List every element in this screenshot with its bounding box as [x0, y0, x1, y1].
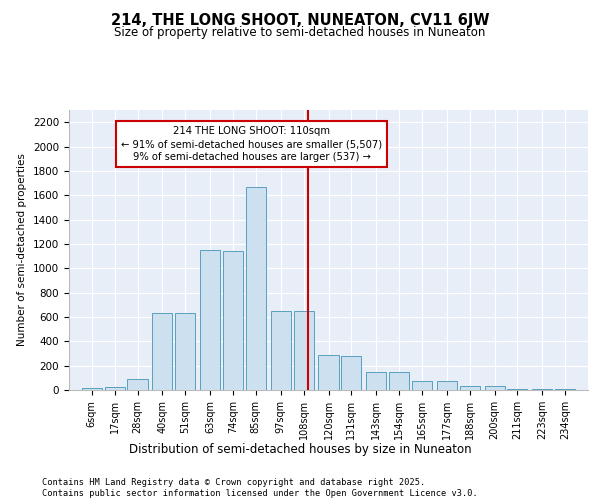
Bar: [127, 379, 148, 390]
Bar: [104, 387, 125, 390]
Text: Contains HM Land Registry data © Crown copyright and database right 2025.
Contai: Contains HM Land Registry data © Crown c…: [42, 478, 478, 498]
Bar: [389, 372, 409, 390]
Bar: [246, 186, 266, 390]
Bar: [412, 382, 432, 390]
Text: Distribution of semi-detached houses by size in Nuneaton: Distribution of semi-detached houses by …: [128, 442, 472, 456]
Bar: [271, 311, 291, 390]
Bar: [175, 314, 196, 390]
Bar: [293, 311, 314, 390]
Bar: [437, 382, 457, 390]
Text: 214, THE LONG SHOOT, NUNEATON, CV11 6JW: 214, THE LONG SHOOT, NUNEATON, CV11 6JW: [111, 12, 489, 28]
Y-axis label: Number of semi-detached properties: Number of semi-detached properties: [17, 154, 28, 346]
Bar: [200, 250, 220, 390]
Bar: [319, 354, 338, 390]
Bar: [223, 251, 243, 390]
Text: 214 THE LONG SHOOT: 110sqm
← 91% of semi-detached houses are smaller (5,507)
9% : 214 THE LONG SHOOT: 110sqm ← 91% of semi…: [121, 126, 382, 162]
Bar: [485, 386, 505, 390]
Bar: [341, 356, 361, 390]
Bar: [152, 314, 172, 390]
Bar: [460, 386, 480, 390]
Bar: [555, 389, 575, 390]
Text: Size of property relative to semi-detached houses in Nuneaton: Size of property relative to semi-detach…: [115, 26, 485, 39]
Bar: [366, 372, 386, 390]
Bar: [82, 388, 102, 390]
